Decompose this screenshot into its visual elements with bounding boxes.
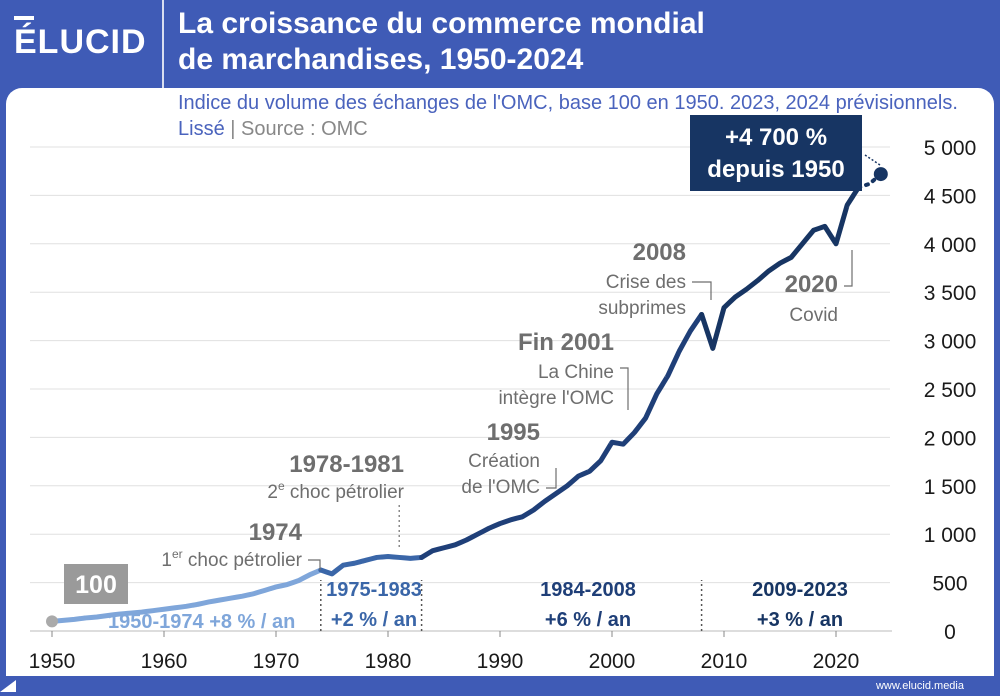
start-badge-bg (64, 564, 128, 604)
series-line-2009-2022 (699, 185, 861, 351)
y-tick-label: 4 000 (924, 234, 977, 257)
y-tick-label: 500 (932, 573, 967, 596)
annotation-2001-line-1: La Chine (538, 362, 614, 383)
annotation-2020-leader (844, 250, 853, 287)
series-line-1975-1983 (318, 553, 425, 577)
y-tick-label: 4 500 (924, 185, 977, 208)
footer-url: www.elucid.media (875, 680, 964, 692)
phase-label-1984-2008-line-1: 1984-2008 (540, 579, 636, 601)
x-tick-label: 1990 (477, 650, 524, 673)
y-tick-label: 0 (944, 621, 956, 644)
chart-subtitle: Indice du volume des échanges de l'OMC, … (178, 90, 968, 142)
y-tick-label: 2 000 (924, 427, 977, 450)
end-badge-bg (690, 115, 862, 191)
annotation-1995-line-2: de l'OMC (461, 477, 540, 498)
end-badge-leader (864, 154, 881, 166)
footer-logo-icon (0, 680, 16, 692)
start-badge-label: 100 (75, 571, 117, 599)
x-tick-label: 1980 (365, 650, 412, 673)
phase-label-2009-2023-line-2: +3 % / an (757, 609, 843, 631)
annotation-2001-leader (620, 367, 629, 410)
phase-label-1950-1974: 1950-1974 +8 % / an (108, 611, 295, 633)
x-tick-label: 2010 (701, 650, 748, 673)
phase-label-1975-1983-line-2: +2 % / an (331, 609, 417, 631)
annotation-2020-line-1: Covid (789, 305, 838, 326)
annotation-1974-year: 1974 (249, 519, 303, 546)
header-divider (162, 0, 164, 88)
annotation-2001-line-2: intègre l'OMC (498, 388, 614, 409)
logo-accent (14, 16, 34, 20)
annotation-2008-line-1: Crise des (606, 272, 686, 293)
x-tick-label: 1960 (141, 650, 188, 673)
x-tick-label: 2000 (589, 650, 636, 673)
phase-label-1984-2008-line-2: +6 % / an (545, 609, 631, 631)
header (0, 0, 1000, 88)
annotation-2008-line-2: subprimes (598, 298, 686, 319)
y-tick-label: 3 000 (924, 331, 977, 354)
annotation-1995-leader (546, 468, 557, 489)
phase-label-1975-1983-line-1: 1975-1983 (326, 579, 422, 601)
subtitle-text: Indice du volume des échanges de l'OMC, … (178, 92, 958, 140)
end-badge-line-2: depuis 1950 (707, 156, 844, 183)
start-point (46, 615, 58, 628)
x-tick-label: 1950 (29, 650, 76, 673)
end-badge-line-1: +4 700 % (725, 124, 827, 151)
annotation-2008-year: 2008 (633, 239, 686, 266)
annotation-1974-leader (308, 559, 321, 570)
annotation-2008-leader (692, 281, 712, 300)
y-tick-label: 1 000 (924, 524, 977, 547)
annotation-1978-year: 1978-1981 (289, 451, 404, 478)
annotation-1978-text: 2e choc pétrolier (267, 479, 404, 503)
end-point (873, 167, 888, 182)
y-tick-label: 5 000 (924, 137, 977, 160)
annotation-1995-year: 1995 (487, 419, 540, 446)
subtitle-separator: | (230, 118, 236, 140)
subtitle-source: Source : OMC (241, 118, 368, 140)
annotation-2020-year: 2020 (785, 271, 838, 298)
y-tick-label: 1 500 (924, 476, 977, 499)
y-tick-label: 3 500 (924, 282, 977, 305)
chart-title: La croissance du commerce mondial de mar… (178, 6, 978, 78)
title-line-1: La croissance du commerce mondial (178, 7, 705, 40)
x-tick-label: 2020 (813, 650, 860, 673)
series-line-1950-1974 (49, 567, 324, 624)
title-line-2: de marchandises, 1950-2024 (178, 43, 584, 76)
series-line-1984-2008 (419, 311, 705, 560)
phase-label-2009-2023-line-1: 2009-2023 (752, 579, 848, 601)
annotation-1974-text: 1er choc pétrolier (161, 547, 302, 571)
x-tick-label: 1970 (253, 650, 300, 673)
y-tick-label: 2 500 (924, 379, 977, 402)
annotation-1995-line-1: Création (468, 451, 540, 472)
annotation-2001-year: Fin 2001 (518, 329, 614, 356)
brand-logo: ÉLUCID (14, 23, 147, 61)
